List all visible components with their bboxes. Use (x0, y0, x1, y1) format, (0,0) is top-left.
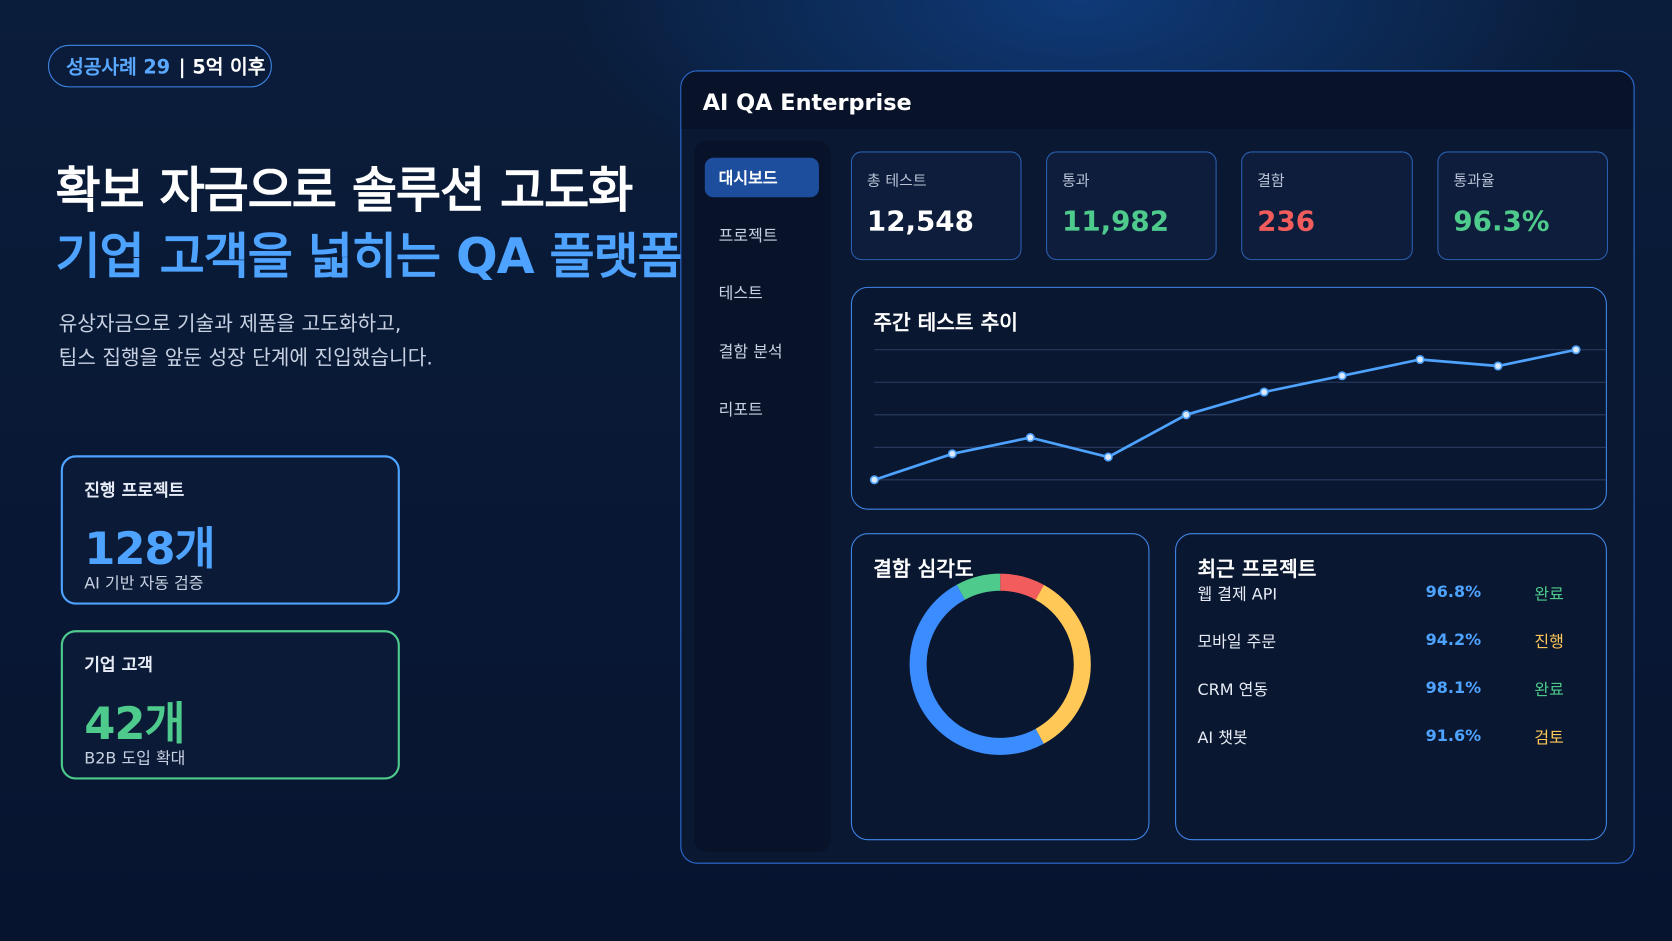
badge-tag: | 5억 이후 (178, 56, 266, 79)
row-name: AI 챗봇 (1197, 728, 1248, 748)
sidebar: 대시보드 프로젝트 테스트 결함 분석 리포트 (694, 140, 831, 852)
row-rate: 98.1% (1425, 678, 1482, 698)
kpi-label: 결함 (1257, 172, 1285, 190)
stat-value: 128개 (84, 522, 215, 575)
severity-card: 결함 심각도 (850, 533, 1150, 841)
kpi-card: 결함 236 (1241, 151, 1413, 261)
stat-note: B2B 도입 확대 (84, 748, 186, 768)
row-status: 완료 (1534, 680, 1564, 700)
recent-row: 웹 결제 API 96.8% 완료 (1197, 582, 1592, 608)
row-name: 모바일 주문 (1197, 632, 1277, 652)
stat-note: AI 기반 자동 검증 (84, 573, 204, 593)
nav-item[interactable]: 리포트 (718, 399, 763, 420)
nav-item[interactable]: 대시보드 (704, 157, 819, 198)
badge-case: 성공사례 29 (66, 56, 171, 79)
recent-row: AI 챗봇 91.6% 검토 (1197, 726, 1592, 752)
chart-title: 주간 테스트 추이 (873, 311, 1018, 335)
stat-label: 진행 프로젝트 (84, 479, 185, 501)
badge: 성공사례 29 | 5억 이후 (47, 44, 272, 88)
headline: 확보 자금으로 솔루션 고도화 (55, 161, 633, 219)
row-rate: 96.8% (1425, 582, 1482, 602)
kpi-label: 통과율 (1453, 172, 1495, 190)
row-rate: 94.2% (1425, 630, 1482, 650)
row-status: 진행 (1534, 632, 1564, 652)
description: 유상자금으로 기술과 제품을 고도화하고, (58, 312, 402, 336)
kpi-card: 통과율 96.3% (1437, 151, 1608, 261)
stat-value: 42개 (84, 697, 185, 750)
dashboard: AI QA Enterprise 대시보드 프로젝트 테스트 결함 분석 리포트… (680, 70, 1635, 864)
nav-item[interactable]: 프로젝트 (718, 226, 778, 246)
stat-card: 기업 고객 42개 B2B 도입 확대 (60, 630, 400, 780)
trend-card: 주간 테스트 추이 (850, 286, 1607, 510)
row-status: 완료 (1534, 584, 1564, 604)
kpi-label: 총 테스트 (866, 172, 927, 190)
row-name: 웹 결제 API (1197, 584, 1278, 604)
recent-row: 모바일 주문 94.2% 진행 (1197, 630, 1592, 656)
recent-title: 최근 프로젝트 (1197, 557, 1317, 582)
kpi-label: 통과 (1062, 172, 1090, 190)
row-status: 검토 (1534, 728, 1564, 748)
description: 팁스 집행을 앞둔 성장 단계에 진입했습니다. (58, 346, 433, 371)
kpi-value: 12,548 (866, 205, 974, 238)
recent-card: 최근 프로젝트 웹 결제 API 96.8% 완료 모바일 주문 94.2% 진행 CRM … (1175, 533, 1607, 841)
kpi-card: 총 테스트 12,548 (850, 151, 1022, 261)
recent-row: CRM 연동 98.1% 완료 (1197, 678, 1592, 704)
kpi-value: 96.3% (1453, 205, 1550, 238)
kpi-value: 236 (1257, 205, 1316, 238)
kpi-card: 통과 11,982 (1046, 151, 1217, 261)
row-name: CRM 연동 (1197, 680, 1269, 700)
dashboard-title: AI QA Enterprise (702, 89, 912, 116)
nav-item[interactable]: 테스트 (718, 283, 763, 303)
chart-title: 결함 심각도 (873, 557, 974, 582)
dashboard-header: AI QA Enterprise (681, 71, 1633, 130)
headline: 기업 고객을 넓히는 QA 플랫폼 (55, 227, 682, 285)
kpi-value: 11,982 (1062, 205, 1170, 238)
row-rate: 91.6% (1425, 726, 1482, 746)
stat-label: 기업 고객 (84, 654, 153, 675)
stat-card: 진행 프로젝트 128개 AI 기반 자동 검증 (60, 455, 400, 605)
nav-item[interactable]: 결함 분석 (718, 342, 783, 362)
